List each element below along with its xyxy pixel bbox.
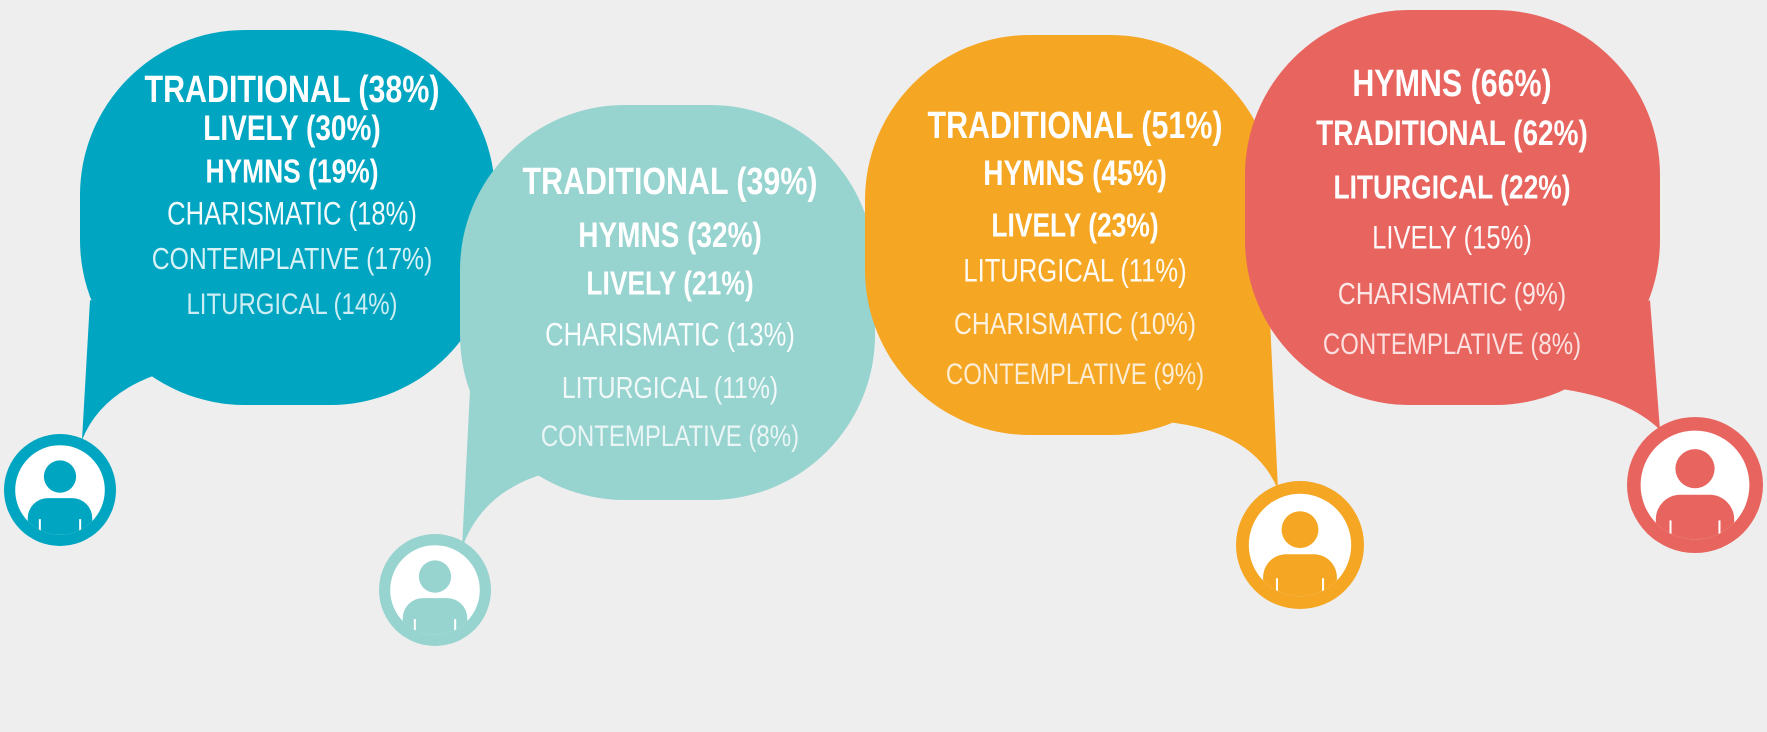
ranking-line: HYMNS (32%) <box>578 215 762 255</box>
ranking-line: LIVELY (21%) <box>586 266 753 302</box>
speech-bubble-group: TRADITIONAL (39%) HYMNS (32%) LIVELY (21%)… <box>379 105 875 646</box>
ranking-line: CHARISMATIC (10%) <box>954 307 1196 341</box>
ranking-line: CONTEMPLATIVE (17%) <box>152 242 433 276</box>
avatar-head <box>1281 511 1319 549</box>
speech-bubble <box>80 30 495 405</box>
avatar-icon <box>1263 511 1337 597</box>
avatar-icon <box>27 460 93 535</box>
avatar-body <box>1655 494 1735 540</box>
ranking-line: LIVELY (23%) <box>991 208 1158 244</box>
speech-bubble-group: HYMNS (66%) TRADITIONAL (62%) LITURGICAL (… <box>1245 10 1763 553</box>
avatar-body <box>402 598 468 635</box>
speech-bubble <box>460 105 875 500</box>
ranking-line: TRADITIONAL (62%) <box>1316 113 1588 153</box>
ranking-line: HYMNS (45%) <box>983 153 1167 193</box>
avatar-head <box>418 560 452 593</box>
ranking-line: LITURGICAL (11%) <box>963 254 1186 289</box>
ranking-line: TRADITIONAL (39%) <box>523 161 818 203</box>
ranking-line: CONTEMPLATIVE (8%) <box>541 418 799 452</box>
ranking-line: CHARISMATIC (13%) <box>545 318 795 353</box>
avatar-body <box>1263 554 1337 597</box>
speech-bubble <box>865 35 1275 435</box>
ranking-line: TRADITIONAL (51%) <box>928 105 1223 147</box>
avatar-head <box>43 460 77 493</box>
ranking-line: LIVELY (30%) <box>203 108 380 148</box>
avatar-body <box>27 498 93 535</box>
speech-bubble <box>1245 10 1660 405</box>
avatar-icon <box>1655 449 1735 540</box>
ranking-line: LITURGICAL (11%) <box>562 371 778 405</box>
ranking-line: CONTEMPLATIVE (9%) <box>946 356 1204 390</box>
ranking-line: CHARISMATIC (18%) <box>167 197 417 232</box>
ranking-line: HYMNS (66%) <box>1352 63 1551 105</box>
ranking-line: LITURGICAL (14%) <box>186 286 397 320</box>
ranking-line: CHARISMATIC (9%) <box>1338 277 1566 311</box>
ranking-line: LITURGICAL (22%) <box>1333 170 1570 206</box>
avatar-icon <box>402 560 468 635</box>
speech-bubble-group: TRADITIONAL (51%) HYMNS (45%) LIVELY (23%)… <box>865 35 1364 609</box>
ranking-line: CONTEMPLATIVE (8%) <box>1323 326 1581 360</box>
avatar-head <box>1675 449 1715 489</box>
ranking-line: LIVELY (15%) <box>1372 221 1532 256</box>
ranking-line: TRADITIONAL (38%) <box>145 69 440 111</box>
speech-bubble-group: TRADITIONAL (38%)LIVELY (30%) HYMNS (19%)… <box>4 30 495 546</box>
ranking-line: HYMNS (19%) <box>205 154 378 190</box>
